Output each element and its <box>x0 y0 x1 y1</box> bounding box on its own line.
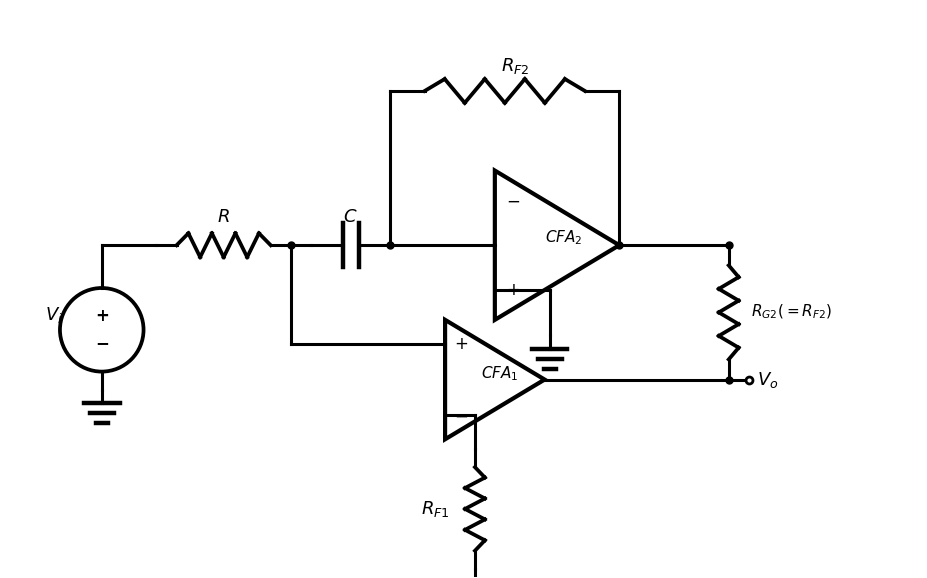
Text: $+$: $+$ <box>454 335 468 353</box>
Text: −: − <box>95 334 108 352</box>
Text: $V_o$: $V_o$ <box>756 369 778 390</box>
Text: $V_i$: $V_i$ <box>45 305 63 325</box>
Text: $R_{F2}$: $R_{F2}$ <box>501 56 529 76</box>
Text: $-$: $-$ <box>454 406 468 424</box>
Text: $R_{G2}(=R_{F2})$: $R_{G2}(=R_{F2})$ <box>751 303 832 321</box>
Text: $C$: $C$ <box>343 208 358 227</box>
Text: $+$: $+$ <box>506 281 520 299</box>
Text: $-$: $-$ <box>506 191 520 209</box>
Text: $CFA_2$: $CFA_2$ <box>544 228 582 247</box>
Text: $CFA_1$: $CFA_1$ <box>481 364 518 383</box>
Text: $R_{F1}$: $R_{F1}$ <box>422 499 451 519</box>
Text: $R$: $R$ <box>217 208 230 227</box>
Text: +: + <box>95 307 108 325</box>
